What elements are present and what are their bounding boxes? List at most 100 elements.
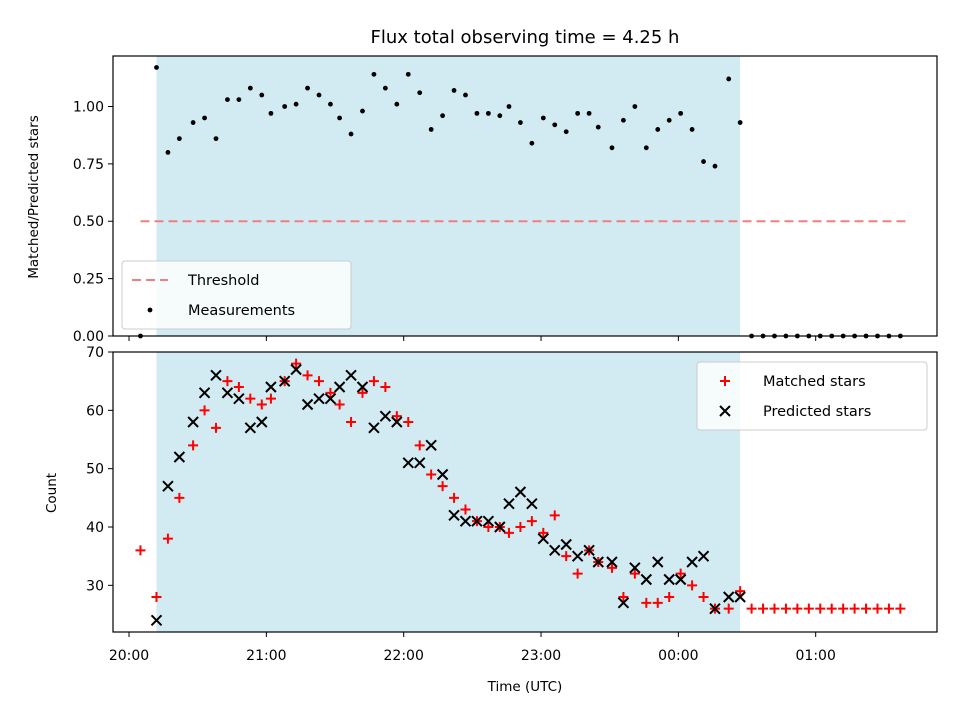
matched-stars-point bbox=[222, 376, 233, 387]
matched-stars-point bbox=[357, 387, 368, 398]
predicted-stars-point bbox=[150, 614, 163, 627]
predicted-stars-point bbox=[256, 416, 268, 428]
matched-stars-point bbox=[652, 597, 663, 608]
measurement-point bbox=[621, 117, 626, 123]
predicted-stars-point bbox=[278, 375, 291, 387]
matched-stars-point bbox=[849, 603, 860, 614]
predicted-stars-point bbox=[606, 556, 618, 568]
predicted-stars-point bbox=[244, 422, 257, 434]
measurement-point bbox=[268, 110, 274, 116]
matched-stars-point bbox=[872, 603, 883, 614]
matched-stars-point bbox=[346, 417, 357, 427]
matched-stars-point bbox=[380, 382, 391, 392]
predicted-stars-point bbox=[723, 591, 735, 603]
predicted-stars-point bbox=[697, 550, 710, 562]
measurement-point bbox=[737, 120, 743, 125]
matched-stars-point bbox=[483, 522, 494, 532]
measurement-point bbox=[451, 88, 457, 93]
measurement-point bbox=[428, 127, 434, 132]
predicted-stars-point bbox=[345, 369, 357, 382]
matched-stars-point bbox=[245, 393, 256, 404]
matched-stars-point bbox=[162, 533, 173, 544]
matched-stars-point bbox=[449, 492, 460, 503]
measurement-point bbox=[586, 110, 592, 116]
measurement-point bbox=[726, 76, 732, 82]
measurement-point bbox=[316, 92, 322, 98]
measurement-point bbox=[247, 85, 253, 91]
measurement-point bbox=[643, 145, 649, 151]
predicted-stars-point bbox=[425, 439, 437, 452]
predicted-stars-point bbox=[537, 532, 550, 545]
predicted-stars-point bbox=[652, 556, 664, 568]
measurement-point bbox=[463, 92, 468, 98]
predicted-stars-point bbox=[526, 497, 538, 510]
matched-stars-point bbox=[368, 376, 379, 387]
measurement-point bbox=[678, 110, 684, 116]
legend-label: Measurements bbox=[188, 303, 295, 319]
matched-stars-point bbox=[414, 440, 425, 451]
predicted-stars-point bbox=[482, 515, 495, 527]
measurement-point bbox=[666, 117, 672, 123]
measurement-point bbox=[609, 145, 615, 151]
matched-stars-point bbox=[780, 603, 791, 614]
measurement-point bbox=[165, 149, 171, 155]
matched-stars-point bbox=[792, 603, 803, 614]
y-tick-label: 0.00 bbox=[73, 329, 104, 345]
measurement-point bbox=[176, 136, 182, 142]
y-tick-label: 0.25 bbox=[73, 272, 104, 288]
predicted-stars-point bbox=[448, 509, 460, 522]
legend-label: Predicted stars bbox=[763, 404, 871, 420]
measurement-point bbox=[575, 110, 581, 116]
matched-stars-point bbox=[629, 568, 640, 579]
matched-stars-point bbox=[211, 422, 221, 433]
predicted-stars-point bbox=[313, 392, 325, 405]
matched-stars-point bbox=[188, 440, 199, 451]
predicted-stars-point bbox=[301, 398, 314, 411]
predicted-stars-point bbox=[583, 544, 595, 557]
legend-predicted-swatch bbox=[719, 405, 731, 417]
measurement-point bbox=[305, 85, 310, 91]
predicted-stars-point bbox=[233, 392, 245, 405]
legend-measurement-swatch bbox=[147, 307, 153, 313]
legend-label: Matched stars bbox=[763, 374, 866, 390]
predicted-stars-point bbox=[333, 381, 346, 393]
matched-stars-point bbox=[314, 376, 324, 387]
measurement-point bbox=[689, 127, 695, 132]
measurement-point bbox=[563, 129, 569, 135]
matched-stars-point bbox=[803, 603, 814, 614]
matched-stars-point bbox=[503, 527, 514, 538]
measurement-point bbox=[529, 140, 535, 146]
matched-stars-point bbox=[403, 417, 414, 427]
matched-stars-point bbox=[746, 603, 757, 614]
predicted-stars-point bbox=[391, 416, 403, 428]
predicted-stars-point bbox=[494, 521, 506, 533]
predicted-stars-point bbox=[368, 422, 380, 434]
matched-stars-point bbox=[233, 382, 244, 392]
matched-stars-point bbox=[291, 358, 302, 369]
measurement-point bbox=[485, 110, 491, 116]
matched-stars-point bbox=[151, 592, 162, 602]
measurement-point bbox=[202, 115, 207, 121]
matched-stars-point bbox=[199, 405, 210, 416]
predicted-stars-point bbox=[640, 573, 653, 586]
bottom-y-axis-label: Count bbox=[44, 473, 60, 513]
predicted-stars-point bbox=[571, 550, 584, 562]
y-tick-label: 50 bbox=[86, 462, 104, 478]
y-tick-label: 0.75 bbox=[73, 157, 104, 173]
matched-stars-point bbox=[325, 387, 336, 398]
matched-stars-point bbox=[256, 399, 267, 410]
predicted-stars-point bbox=[198, 387, 211, 399]
predicted-stars-point bbox=[663, 573, 675, 586]
predicted-stars-point bbox=[503, 497, 515, 510]
predicted-stars-point bbox=[210, 369, 222, 382]
matched-stars-point bbox=[515, 522, 526, 532]
matched-stars-point bbox=[526, 516, 537, 527]
matched-stars-point bbox=[549, 510, 560, 521]
predicted-stars-point bbox=[324, 392, 337, 405]
matched-stars-point bbox=[460, 504, 471, 515]
matched-stars-point bbox=[698, 592, 709, 602]
axes-frame bbox=[112, 351, 938, 633]
matched-stars-point bbox=[883, 603, 894, 614]
matched-stars-point bbox=[618, 592, 629, 602]
matched-stars-point bbox=[391, 411, 402, 422]
